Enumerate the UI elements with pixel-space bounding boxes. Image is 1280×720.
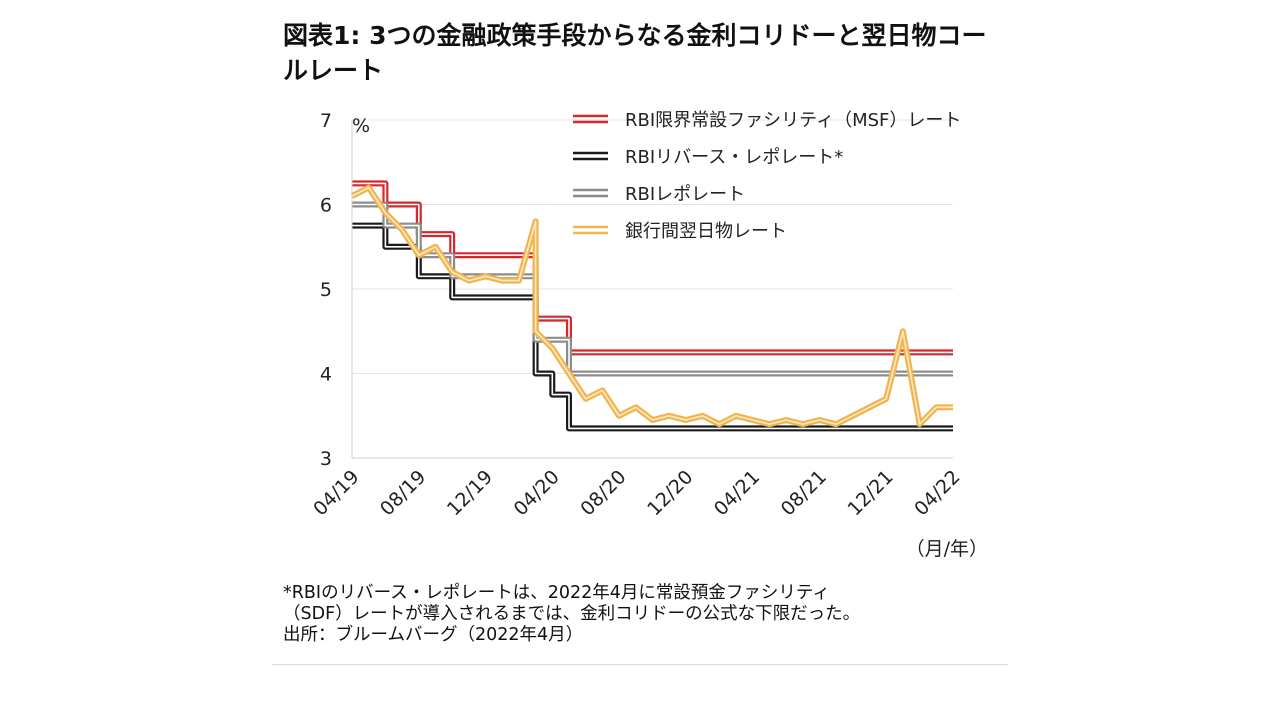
legend: RBI限界常設ファシリティ（MSF）レート RBIリバース・レポレート* RBIレポ… bbox=[573, 110, 961, 242]
series-line-inner bbox=[352, 182, 953, 354]
y-tick-label: 3 bbox=[320, 448, 332, 470]
footnote-line-1: *RBIのリバース・レポレートは、2022年4月に常設預金ファシリティ bbox=[283, 583, 830, 603]
y-tick-label: 5 bbox=[320, 279, 332, 301]
x-tick-label: 04/20 bbox=[510, 466, 564, 520]
series-reverse_repo bbox=[352, 222, 953, 432]
x-tick-label: 04/19 bbox=[309, 466, 363, 520]
series-line-inner bbox=[351, 186, 953, 425]
footnotes: *RBIのリバース・レポレートは、2022年4月に常設預金ファシリティ （SDF… bbox=[283, 583, 1013, 646]
source-line: 出所：ブルームバーグ（2022年4月） bbox=[283, 625, 584, 645]
y-tick-label: 7 bbox=[320, 110, 332, 132]
y-unit-label: % bbox=[352, 115, 370, 137]
x-tick-label: 04/21 bbox=[710, 466, 764, 520]
series-line-inner bbox=[352, 224, 953, 430]
legend-label: RBIレポレート bbox=[625, 184, 745, 205]
footnote-line-2: （SDF）レートが導入されるまでは、金利コリドーの公式な下限だった。 bbox=[283, 604, 861, 624]
legend-label: RBIリバース・レポレート* bbox=[625, 147, 843, 168]
series-msf bbox=[352, 180, 953, 356]
x-tick-label: 12/19 bbox=[443, 466, 497, 520]
x-tick-label: 08/20 bbox=[576, 466, 630, 520]
series-layer bbox=[350, 180, 953, 432]
legend-label: 銀行間翌日物レート bbox=[625, 221, 787, 242]
chart-title: 図表1: 3つの金融政策手段からなる金利コリドーと翌日物コールレート bbox=[283, 21, 987, 85]
x-tick-label: 12/21 bbox=[843, 466, 897, 520]
legend-label: RBI限界常設ファシリティ（MSF）レート bbox=[625, 110, 961, 131]
y-tick-label: 4 bbox=[320, 364, 332, 386]
x-tick-label: 08/21 bbox=[777, 466, 831, 520]
series-call_rate bbox=[350, 184, 953, 428]
x-unit-label: （月/年） bbox=[906, 538, 988, 560]
series-line-outer bbox=[352, 180, 953, 356]
x-tick-label: 04/22 bbox=[910, 466, 964, 520]
x-tick-label: 12/20 bbox=[643, 466, 697, 520]
bottom-divider bbox=[272, 664, 1008, 665]
x-tick-label: 08/19 bbox=[376, 466, 430, 520]
series-line-inner bbox=[352, 203, 953, 375]
series-repo bbox=[352, 201, 953, 377]
y-tick-label: 6 bbox=[320, 195, 332, 217]
